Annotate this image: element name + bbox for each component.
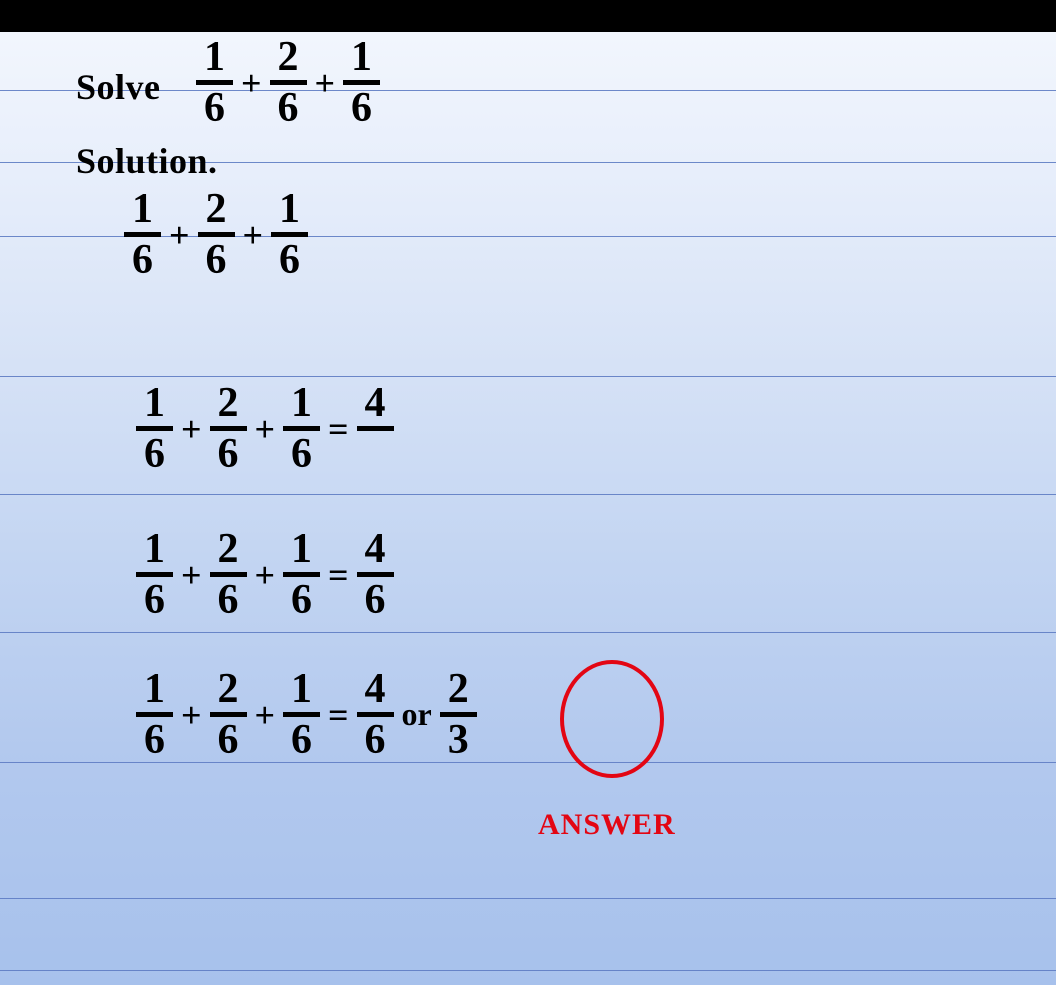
rule-line [0,632,1056,633]
label-or: or [402,696,432,733]
plus-sign: + [255,408,276,450]
plus-sign: + [243,214,264,256]
fraction-1-6: 1 6 [283,668,320,761]
label-solve: Solve [76,66,161,108]
step-1: 1 6 + 2 6 + 1 6 [120,188,312,281]
fraction-1-6: 1 6 [196,36,233,129]
plus-sign: + [181,554,202,596]
plus-sign: + [241,62,262,104]
fraction-2-6: 2 6 [210,528,247,621]
step-3: 1 6 + 2 6 + 1 6 = 4 6 [132,528,398,621]
worksheet-sheet: Solve 1 6 + 2 6 + 1 6 Solution. 1 6 + 2 … [0,32,1056,985]
fraction-1-6: 1 6 [124,188,161,281]
label-answer: ANSWER [538,808,676,842]
fraction-2-3: 2 3 [440,668,477,761]
answer-circle [560,660,664,778]
plus-sign: + [255,554,276,596]
step-final: 1 6 + 2 6 + 1 6 = 4 6 or 2 3 [132,668,481,761]
equals-sign: = [328,694,349,736]
fraction-1-6: 1 6 [136,382,173,475]
fraction-4-6: 4 6 [357,528,394,621]
label-solution: Solution. [76,140,218,182]
plus-sign: + [181,694,202,736]
rule-line [0,494,1056,495]
fraction-2-6: 2 6 [210,668,247,761]
plus-sign: + [169,214,190,256]
equals-sign: = [328,554,349,596]
problem-expression: 1 6 + 2 6 + 1 6 [192,36,384,129]
plus-sign: + [315,62,336,104]
fraction-1-6: 1 6 [283,382,320,475]
equals-sign: = [328,408,349,450]
rule-line [0,970,1056,971]
fraction-1-6: 1 6 [283,528,320,621]
plus-sign: + [255,694,276,736]
fraction-1-6: 1 6 [271,188,308,281]
fraction-1-6: 1 6 [136,528,173,621]
plus-sign: + [181,408,202,450]
rule-line [0,898,1056,899]
fraction-1-6: 1 6 [136,668,173,761]
fraction-2-6: 2 6 [198,188,235,281]
rule-line [0,376,1056,377]
fraction-4-6: 4 6 [357,668,394,761]
fraction-4-blank: 4 [357,382,394,475]
step-2: 1 6 + 2 6 + 1 6 = 4 [132,382,398,475]
fraction-2-6: 2 6 [270,36,307,129]
fraction-2-6: 2 6 [210,382,247,475]
fraction-1-6: 1 6 [343,36,380,129]
